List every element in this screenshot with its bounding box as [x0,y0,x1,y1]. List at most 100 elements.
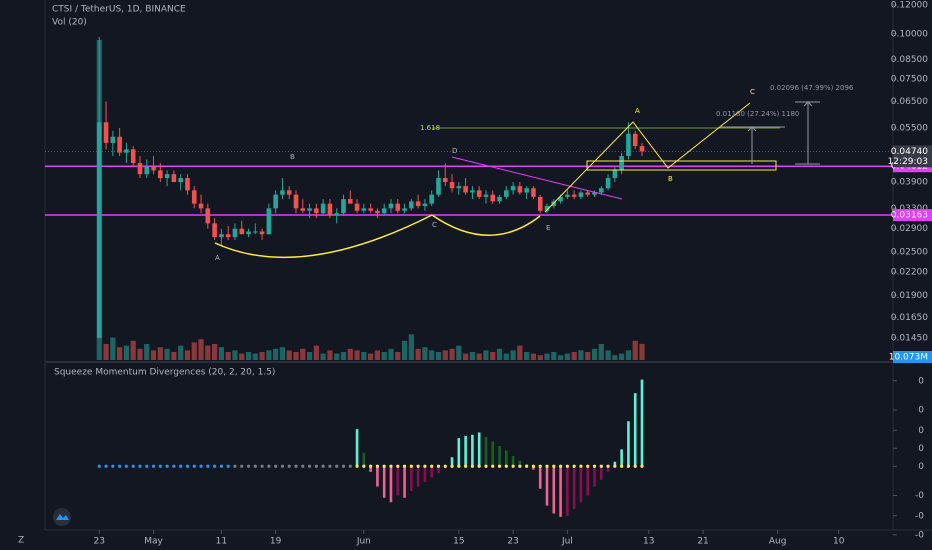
volume-bar [184,350,191,360]
squeeze-dot [457,464,461,468]
squeeze-dot [280,464,285,468]
squeeze-dot [226,464,230,468]
squeeze-dot [443,464,447,468]
volume-bar [252,353,258,360]
candle-body [565,194,570,197]
candle-body [626,133,631,157]
candle-body [388,203,394,209]
momentum-bar [593,466,596,487]
squeeze-dot [172,464,176,468]
candle-body [524,188,529,193]
squeeze-dot [274,464,278,468]
candle-body [429,194,434,204]
measure-1 [720,126,785,164]
squeeze-dot [348,464,352,468]
momentum-y-tick-label: -0 [915,530,924,540]
volume-bar [225,352,231,360]
candle-body [164,174,170,179]
candle-body [266,208,272,235]
candle-body [273,194,278,209]
price-label: 0.03163 [891,211,928,221]
momentum-bar [532,466,535,470]
volume-bar [530,353,537,360]
squeeze-dot [504,464,508,468]
candle-body [137,163,143,175]
volume-bar [585,352,591,360]
momentum-bar [633,393,637,467]
wave-path [544,102,751,213]
volume-bar [381,352,387,360]
zone-box [586,160,777,171]
annotation: D [452,147,457,155]
squeeze-dot [307,464,312,468]
candle-body [517,186,523,193]
momentum-bar [545,466,549,506]
x-tick-label: 10 [833,537,845,547]
squeeze-dot [626,464,631,468]
candle-body [225,234,231,238]
y-tick-label: 0.08500 [891,55,928,65]
volume-bar [442,350,448,360]
momentum-bar [511,456,515,467]
squeeze-dot [579,464,583,468]
volume-bar [605,350,611,360]
x-tick-label: Jul [561,537,573,547]
candle-body [307,208,312,211]
chart-title: CTSI / TetherUS, 1D, BINANCE [52,5,186,15]
momentum-bar [484,437,488,467]
timezone-icon[interactable]: Z [18,536,24,546]
momentum-bar [457,438,461,467]
candle-body [354,203,360,211]
candle-body [619,156,624,171]
volume-bar [110,337,116,360]
squeeze-dot [511,464,515,468]
candle-body [592,192,597,195]
volume-bar [571,352,577,360]
squeeze-dot [151,464,156,468]
candle-body [456,186,462,189]
indicator-title: Squeeze Momentum Divergences (20, 2, 20,… [54,368,275,378]
x-tick-label: Aug [769,537,787,547]
squeeze-dot [592,464,597,468]
candle-body [463,186,468,193]
candle-body [497,196,502,202]
candle-body [476,190,482,197]
volume-bar [625,350,632,360]
candle-body [341,199,346,214]
squeeze-dot [294,464,298,468]
candle-body [402,208,407,211]
candle-body [232,228,238,238]
candle-body [293,194,299,209]
volume-bar [388,348,394,360]
countdown-label: 12:29:03 [888,157,928,167]
volume-bar [313,345,319,360]
volume-bar [259,352,265,360]
candle-body [171,174,177,183]
squeeze-dot [497,464,502,468]
squeeze-dot [260,464,264,468]
candle-body [632,133,638,147]
momentum-bar [471,434,474,467]
squeeze-dot [233,464,237,468]
volume-bar [103,344,109,360]
momentum-bar [552,466,556,514]
volume-bar [429,350,435,360]
momentum-y-tick-label: 0 [918,462,924,472]
squeeze-dot [464,464,468,468]
momentum-bar [464,435,467,467]
y-tick-label: 0.05500 [891,123,928,133]
volume-bar [293,352,299,360]
volume-bar [320,353,326,360]
volume-bar [415,348,421,360]
squeeze-dot [430,464,434,468]
momentum-bar [430,466,433,478]
squeeze-dot [335,464,339,468]
volume-bar [279,347,286,360]
candle-body [205,208,211,224]
volume-bar [408,334,414,360]
squeeze-dot [185,464,190,468]
candle-body [578,192,584,197]
momentum-y-tick-label: 0 [918,406,924,416]
candle-body [327,203,333,216]
candle-body [334,213,340,216]
